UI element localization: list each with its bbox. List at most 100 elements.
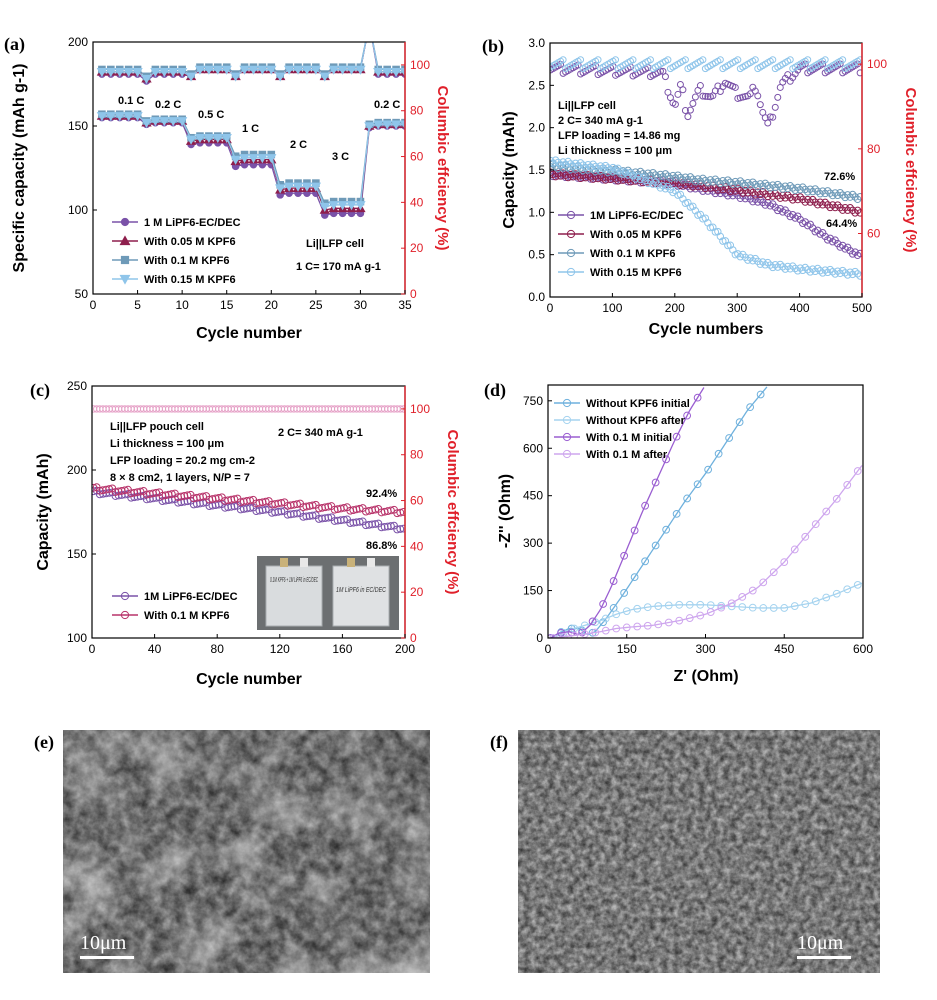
- capacity-point: [801, 185, 809, 194]
- nyquist-point: [672, 509, 681, 518]
- capacity-point: [214, 493, 223, 502]
- inset-label-right: 1M LiPF6 in EC/DEC: [336, 587, 387, 594]
- capacity-point: [818, 187, 827, 195]
- ce-point: [629, 56, 637, 64]
- inset-label-left: 0.1M KPF6 + 1M LiPF6 in EC/DEC: [270, 577, 318, 584]
- capacity-point: [749, 188, 757, 197]
- capacity-point: [371, 505, 380, 514]
- capacity-point: [779, 263, 787, 271]
- capacity-point: [355, 201, 366, 211]
- ce-point: [766, 113, 774, 121]
- legend-label: With 0.1 M KPF6: [590, 248, 675, 260]
- capacity-point: [784, 262, 792, 271]
- y-tick-label: 150: [67, 547, 87, 561]
- legend-label: 1M LiPF6-EC/DEC: [590, 210, 684, 222]
- nyquist-point: [612, 610, 621, 619]
- ce-point: [203, 65, 215, 75]
- capacity-point: [804, 266, 812, 274]
- legend-marker: [120, 591, 130, 601]
- rate-label: 0.5 C: [198, 109, 224, 121]
- capacity-point: [811, 185, 819, 193]
- nyquist-point: [843, 481, 852, 489]
- capacity-point: [550, 170, 557, 179]
- ce-point: [559, 56, 567, 64]
- capacity-point: [746, 186, 755, 194]
- ce-point: [185, 72, 197, 82]
- panel-a-frame: [92, 41, 406, 295]
- capacity-point: [776, 183, 784, 191]
- capacity-point: [856, 272, 862, 280]
- capacity-point: [176, 117, 188, 127]
- nyquist-point: [853, 467, 862, 475]
- capacity-point: [150, 117, 161, 127]
- capacity-point: [277, 498, 286, 507]
- nyquist-point: [580, 621, 589, 630]
- capacity-point: [606, 166, 615, 174]
- capacity-point: [396, 508, 405, 517]
- legend-marker: [566, 210, 576, 220]
- y-tick-label: 100: [67, 631, 87, 645]
- ce-point: [699, 92, 707, 100]
- legend-label: Without KPF6 initial: [586, 398, 690, 410]
- nyquist-point: [675, 600, 684, 609]
- capacity-point: [576, 159, 585, 167]
- capacity-point: [596, 162, 605, 170]
- capacity-point: [754, 188, 762, 196]
- y-tick-label: 300: [523, 536, 543, 550]
- capacity-point: [599, 174, 607, 182]
- ce-point: [686, 106, 694, 114]
- nyquist-point: [685, 600, 694, 609]
- capacity-point: [674, 171, 682, 179]
- x-tick-label: 200: [665, 301, 685, 315]
- capacity-point: [818, 229, 827, 237]
- ce-point: [373, 67, 384, 78]
- nyquist-point: [780, 604, 789, 612]
- panel-b-annotation: 2 C= 340 mA g-1: [558, 115, 643, 127]
- nyquist-point: [633, 622, 642, 631]
- retention-label: 92.4%: [366, 488, 397, 500]
- panel-d-xlabel: Z' (Ohm): [673, 668, 738, 685]
- ce-point: [176, 67, 188, 78]
- ce-point: [292, 65, 304, 75]
- y-tick-label: 250: [67, 379, 87, 393]
- capacity-point: [601, 166, 610, 174]
- capacity-point: [818, 201, 827, 209]
- panel-b: (b) 0 100 200 300 400 500 0.0 0.5 1.0 1.5 2.0 2.5 3.…: [482, 36, 919, 338]
- capacity-point: [584, 171, 592, 179]
- nyquist-point: [696, 600, 705, 609]
- capacity-point: [310, 182, 322, 192]
- nyquist-point: [693, 480, 702, 489]
- ce-point: [365, 19, 374, 27]
- panel-c-annotation: LFP loading = 20.2 mg cm-2: [110, 455, 255, 467]
- sem-e-label-wrap: (e): [34, 732, 54, 753]
- nyquist-point: [693, 393, 702, 402]
- nyquist-point: [588, 617, 597, 626]
- ce-point: [310, 65, 322, 75]
- nyquist-point: [832, 589, 841, 598]
- panel-f-label: (f): [490, 732, 508, 752]
- ce-point: [784, 71, 792, 79]
- capacity-point: [771, 261, 779, 269]
- capacity-point: [734, 184, 742, 193]
- capacity-point: [774, 180, 782, 189]
- nyquist-point: [759, 604, 768, 612]
- capacity-point: [856, 249, 862, 258]
- y-tick-label: 100: [68, 203, 88, 217]
- capacity-point: [324, 513, 333, 522]
- capacity-point: [856, 209, 862, 217]
- capacity-point: [644, 169, 652, 177]
- legend-marker: [562, 432, 572, 442]
- nyquist-point: [633, 604, 642, 613]
- panel-a-rate-def: 1 C= 170 mA g-1: [296, 261, 381, 273]
- y2-tick-label: 0: [410, 631, 417, 645]
- nyquist-point: [559, 632, 568, 638]
- panel-d-ylabel: -Z'' (Ohm): [497, 474, 514, 548]
- ce-point: [221, 65, 232, 75]
- legend-label: With 0.1 M initial: [586, 432, 672, 444]
- nyquist-point: [620, 589, 629, 597]
- capacity-point: [554, 170, 562, 178]
- capacity-point: [277, 507, 286, 516]
- legend-marker: [119, 235, 131, 246]
- capacity-point: [554, 158, 562, 167]
- capacity-point: [736, 187, 745, 195]
